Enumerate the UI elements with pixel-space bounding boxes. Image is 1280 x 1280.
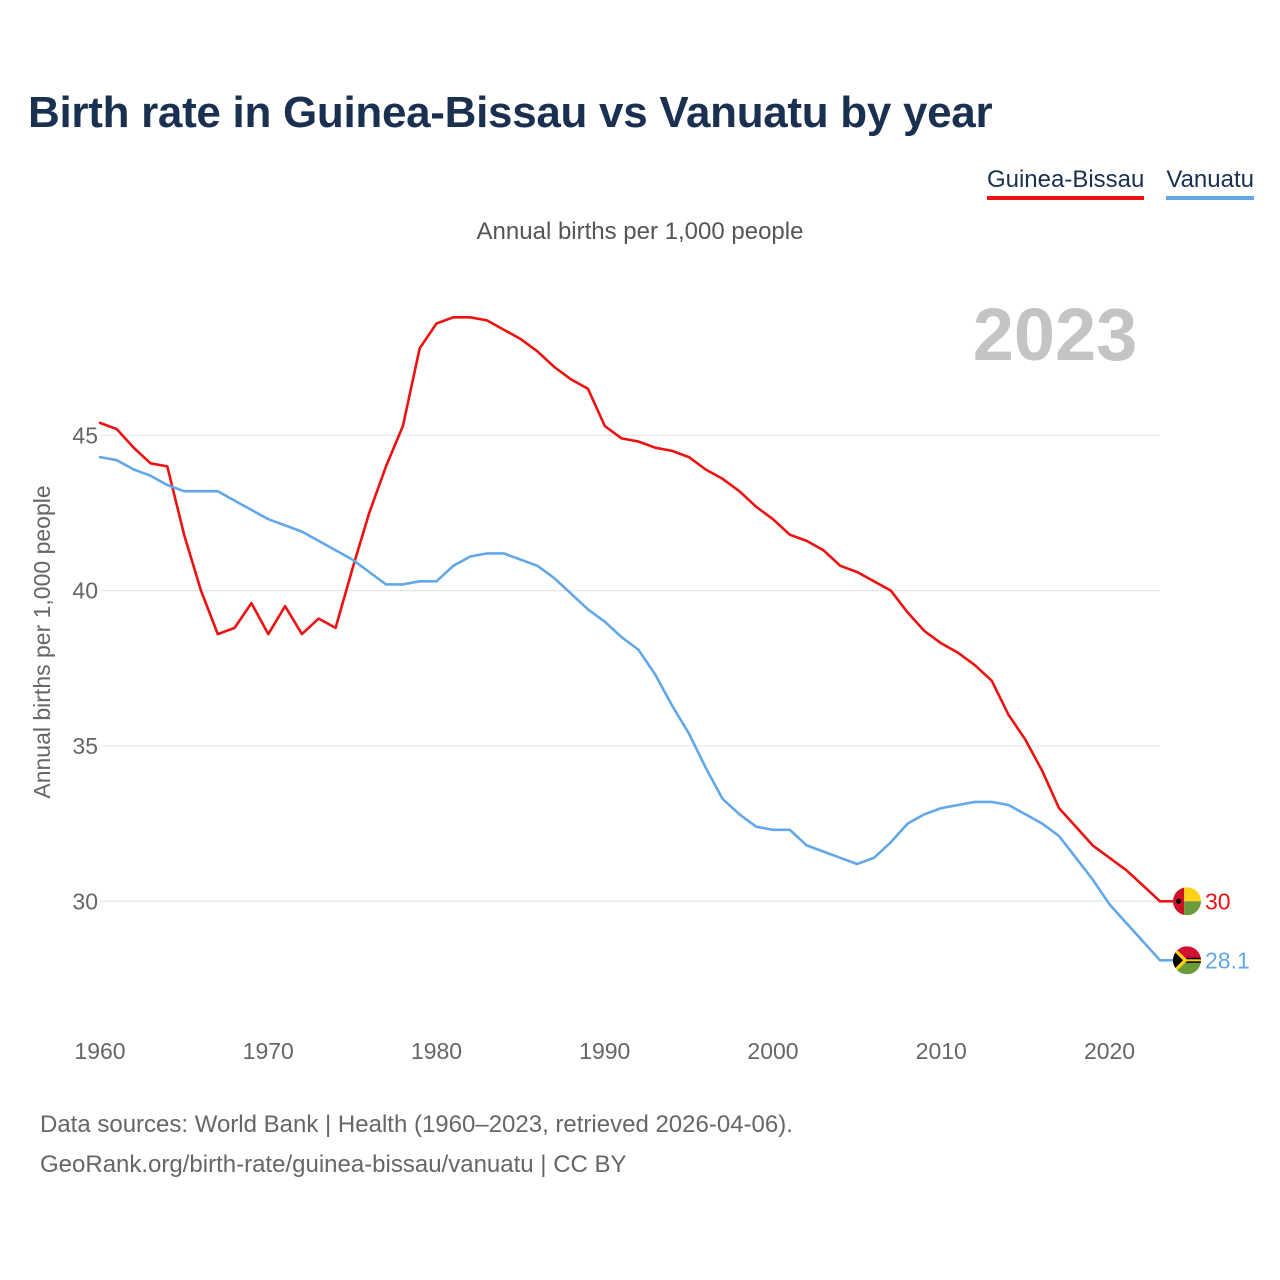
source-line-1: Data sources: World Bank | Health (1960–… xyxy=(40,1111,793,1138)
series-line-guinea-bissau[interactable] xyxy=(98,315,1162,903)
end-value-label-guinea-bissau: 30 xyxy=(1205,888,1231,914)
flag-star xyxy=(1176,898,1182,904)
chart-title: Birth rate in Guinea-Bissau vs Vanuatu b… xyxy=(28,88,993,137)
chart-subtitle: Annual births per 1,000 people xyxy=(476,218,804,245)
source-line-2[interactable]: GeoRank.org/birth-rate/guinea-bissau/van… xyxy=(40,1151,627,1178)
vanuatu-flag-icon xyxy=(1173,946,1201,975)
end-value-label-vanuatu: 28.1 xyxy=(1205,947,1250,973)
y-tick-label: 30 xyxy=(72,888,98,914)
x-tick-label: 2020 xyxy=(1084,1038,1135,1064)
x-tick-label: 1960 xyxy=(74,1038,125,1064)
y-tick-label: 45 xyxy=(72,422,98,448)
series-line-vanuatu[interactable] xyxy=(98,455,1162,962)
legend-item-guinea-bissau[interactable]: Guinea-Bissau xyxy=(986,166,1145,200)
flag-triangle-inner xyxy=(1173,950,1183,971)
x-tick-label: 2000 xyxy=(747,1038,798,1064)
year-watermark: 2023 xyxy=(973,293,1138,376)
legend-item-vanuatu[interactable]: Vanuatu xyxy=(1166,166,1254,200)
y-tick-label: 35 xyxy=(72,733,98,759)
legend: Guinea-Bissau Vanuatu xyxy=(986,166,1254,200)
y-tick-label: 40 xyxy=(72,578,98,604)
x-tick-label: 2010 xyxy=(916,1038,967,1064)
x-tick-label: 1980 xyxy=(411,1038,462,1064)
x-tick-label: 1990 xyxy=(579,1038,630,1064)
y-axis-label: Annual births per 1,000 people xyxy=(29,485,55,798)
x-tick-label: 1970 xyxy=(243,1038,294,1064)
source-note: Data sources: World Bank | Health (1960–… xyxy=(40,1105,793,1185)
